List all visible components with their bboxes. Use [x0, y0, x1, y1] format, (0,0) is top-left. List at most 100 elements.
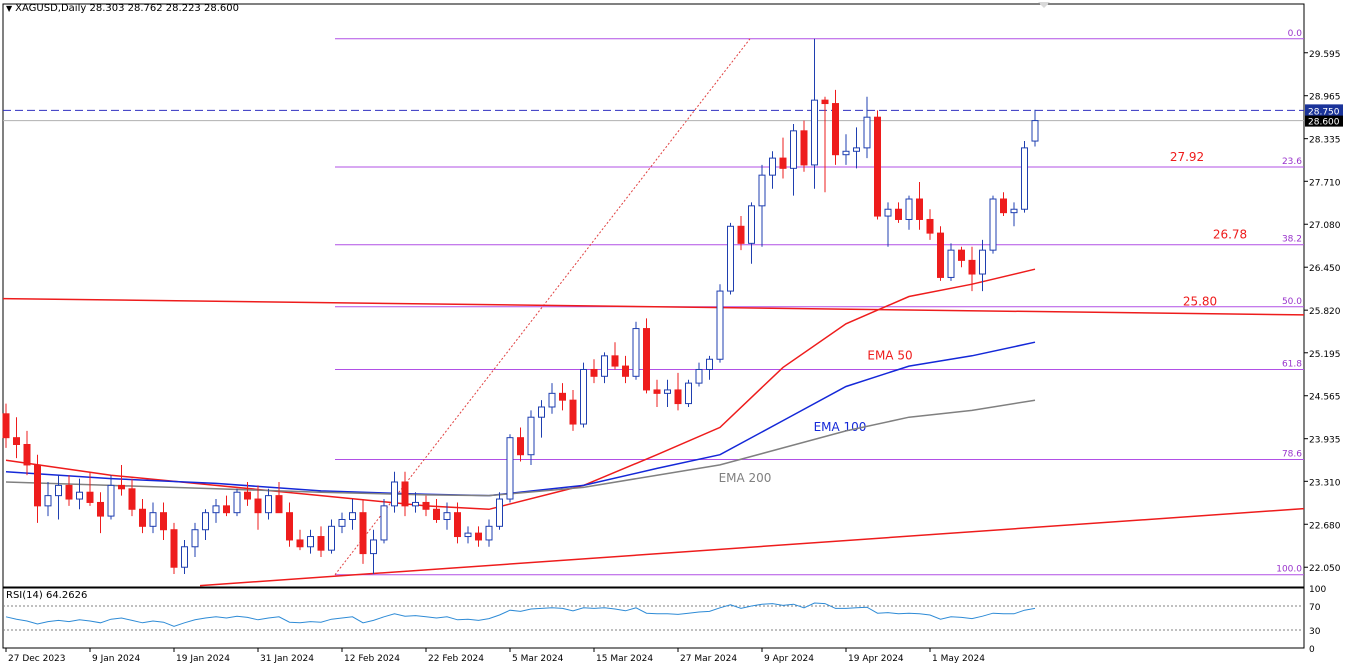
candle-body [401, 481, 409, 507]
candle-body [412, 501, 419, 507]
candle-body [748, 205, 755, 244]
fib-level-label: 23.6 [1282, 157, 1302, 167]
dropdown-triangle-icon[interactable]: ▼ [6, 4, 13, 13]
candle [359, 499, 367, 564]
resistance-trendline [2, 297, 1305, 316]
candle-body [779, 157, 787, 169]
candle-body [191, 529, 199, 548]
candle-body [34, 464, 41, 507]
fib-level-label: 61.8 [1282, 359, 1302, 369]
fib-price-label: 25.80 [1183, 295, 1217, 309]
candle [653, 379, 661, 407]
candle [370, 529, 377, 575]
candle [97, 492, 104, 534]
x-tick-label: 22 Feb 2024 [428, 654, 484, 664]
ema-label: EMA 50 [867, 348, 912, 362]
candle-body [422, 501, 430, 510]
candle-body [233, 491, 241, 514]
candle [349, 499, 356, 530]
candle-body [181, 546, 188, 568]
rsi-plot-frame [2, 587, 1305, 649]
candle [328, 519, 335, 554]
candle [454, 502, 461, 544]
candle-body [338, 518, 346, 527]
ema-lines: EMA 50 EMA 100 EMA 200 [5, 268, 1036, 511]
candle [601, 352, 608, 384]
candle-body [716, 290, 724, 360]
scroll-marker-icon[interactable] [1038, 2, 1050, 8]
candle [853, 127, 860, 169]
current-price-tag-label: 28.600 [1308, 118, 1340, 128]
rsi-indicator: 100 70 30 0 [3, 585, 1326, 655]
candle [443, 502, 451, 530]
candle-body [769, 157, 776, 176]
candle [842, 134, 850, 165]
candle-body [653, 389, 661, 394]
candle [727, 222, 734, 295]
candle [475, 526, 482, 547]
candle-body [433, 508, 440, 520]
candle-body [370, 539, 377, 555]
candle [191, 522, 199, 557]
chart-header: ▼ XAGUSD,Daily 28.303 28.762 28.223 28.60… [6, 3, 239, 14]
candle [202, 509, 209, 540]
candle-body [128, 488, 136, 510]
candle [233, 488, 241, 517]
rsi-level-label: 0 [1309, 645, 1315, 655]
candle-body [821, 99, 829, 105]
candle-body [391, 481, 398, 507]
candle [863, 96, 871, 159]
candle [737, 216, 745, 251]
candle-body [884, 208, 892, 217]
candle-body [13, 437, 20, 445]
candle-body [97, 501, 104, 517]
candle-body [296, 539, 304, 548]
candle-body [947, 249, 955, 278]
x-tick-label: 9 Jan 2024 [92, 654, 140, 664]
candle [517, 427, 524, 462]
candle-body [254, 498, 262, 514]
y-tick-label: 25.820 [1309, 307, 1341, 317]
candle [86, 471, 94, 506]
candle [758, 164, 766, 247]
candle [485, 519, 493, 547]
candle-body [958, 249, 965, 261]
current-price-tag [1305, 115, 1343, 127]
candle [569, 389, 577, 431]
candle [223, 495, 230, 517]
ema-line [5, 341, 1036, 497]
fib-price-label: 27.92 [1170, 150, 1204, 164]
candle [128, 478, 136, 517]
candle-body [527, 416, 535, 456]
x-tick-label: 1 May 2024 [932, 654, 985, 664]
candle [527, 410, 535, 465]
fib-level-label: 100.0 [1276, 565, 1302, 575]
candle [706, 355, 713, 380]
rsi-level-label: 30 [1309, 627, 1321, 637]
candle-body [244, 491, 251, 500]
candle-body [569, 399, 577, 425]
candle [118, 464, 125, 496]
rsi-level-label: 70 [1309, 603, 1321, 613]
candle-body [485, 525, 493, 541]
candle [296, 529, 304, 551]
candle [947, 243, 955, 281]
ema-label: EMA 100 [814, 420, 867, 434]
dashed-price-tag [1305, 104, 1343, 117]
candle [181, 539, 188, 575]
fib-level-label: 78.6 [1282, 449, 1302, 459]
candle [496, 492, 503, 530]
candle-body [622, 365, 629, 377]
symbol-label: XAGUSD,Daily [15, 3, 87, 14]
candle [244, 481, 251, 506]
candle-body [664, 389, 671, 394]
candle-body [76, 491, 83, 500]
candle [590, 359, 598, 384]
candle [391, 471, 398, 513]
candle [979, 239, 986, 292]
y-tick-label: 23.935 [1309, 436, 1341, 446]
candle-body [202, 512, 209, 531]
candle [286, 502, 293, 547]
candle-body [517, 437, 524, 456]
